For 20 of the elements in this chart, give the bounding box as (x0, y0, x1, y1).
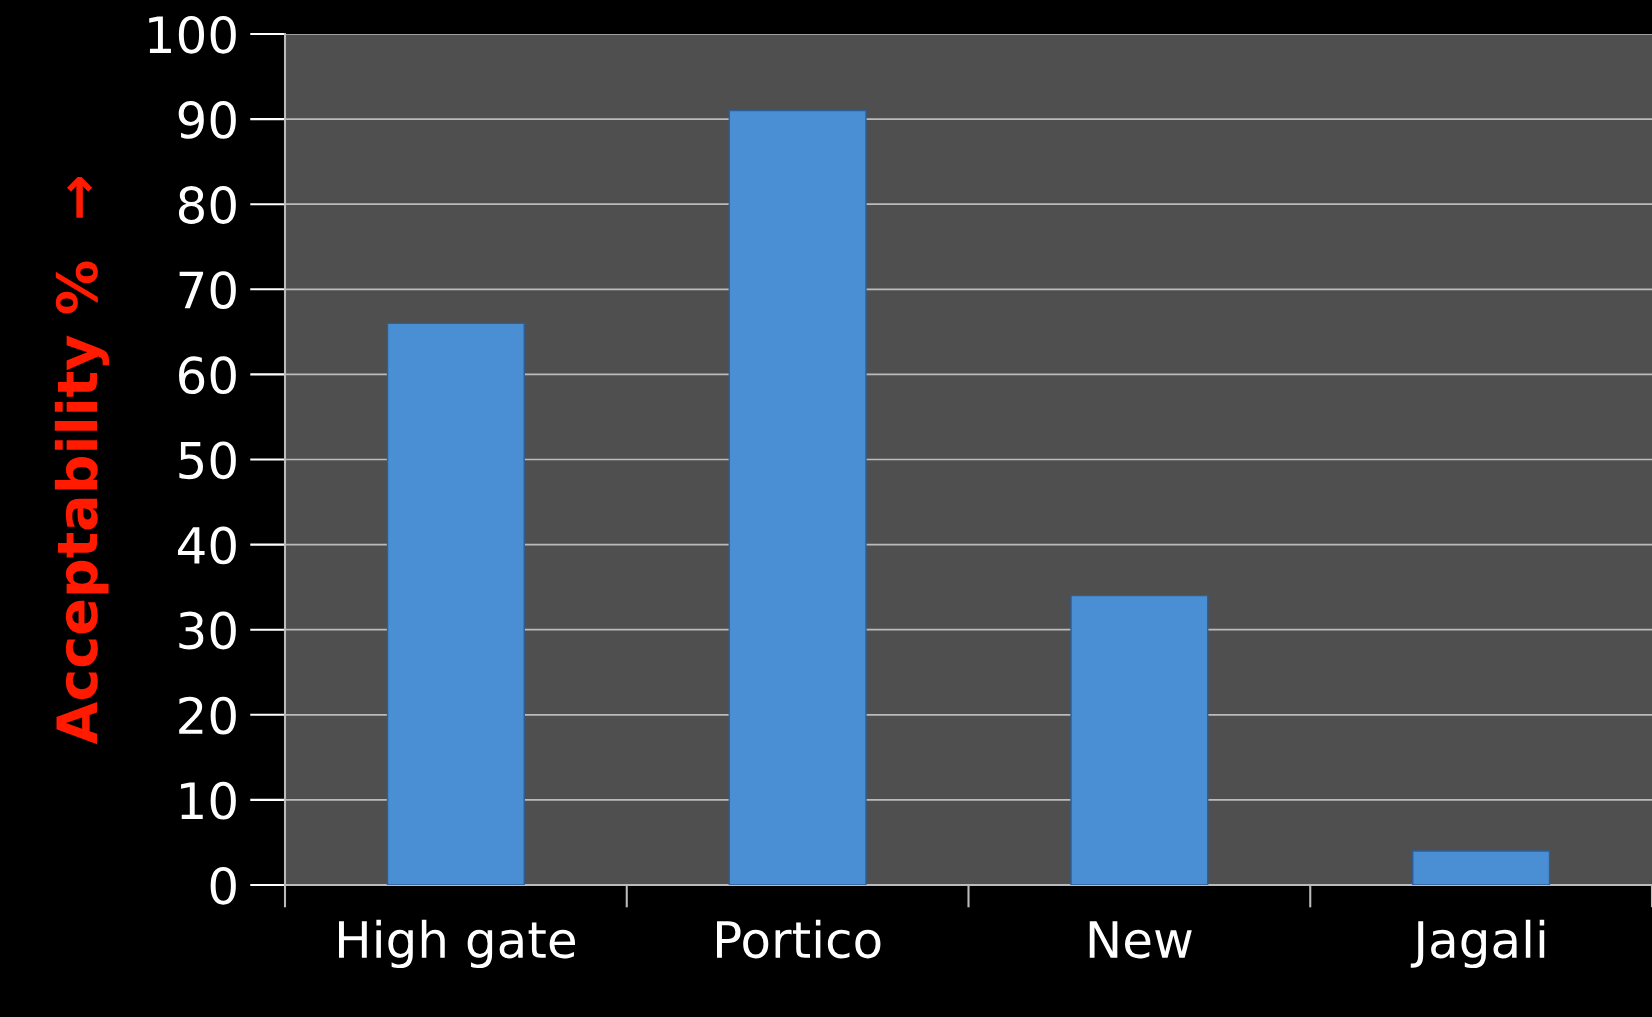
bar (728, 109, 867, 885)
y-tick-label: 0 (210, 866, 236, 905)
y-tick-label: 10 (181, 781, 236, 820)
bar (386, 322, 525, 885)
y-tick-label: 50 (179, 441, 236, 480)
y-tick-label: 40 (177, 526, 236, 565)
y-tick-label: 30 (179, 611, 236, 650)
y-tick-label: 20 (179, 696, 236, 735)
bar (1070, 594, 1209, 885)
x-tick-label: Jagali (1410, 919, 1545, 969)
x-tick-label: Portico (717, 919, 881, 959)
y-tick-label: 70 (179, 271, 236, 310)
y-tick-label: 60 (179, 356, 236, 395)
x-tick-label: High gate (339, 919, 575, 969)
y-tick-label: 100 (149, 15, 236, 54)
x-tick-label: New (1089, 921, 1192, 959)
bar (1412, 850, 1551, 885)
y-tick-label: 80 (178, 186, 236, 224)
y-axis-title: Acceptability % → (54, 177, 110, 745)
y-tick-label: 90 (178, 100, 236, 139)
